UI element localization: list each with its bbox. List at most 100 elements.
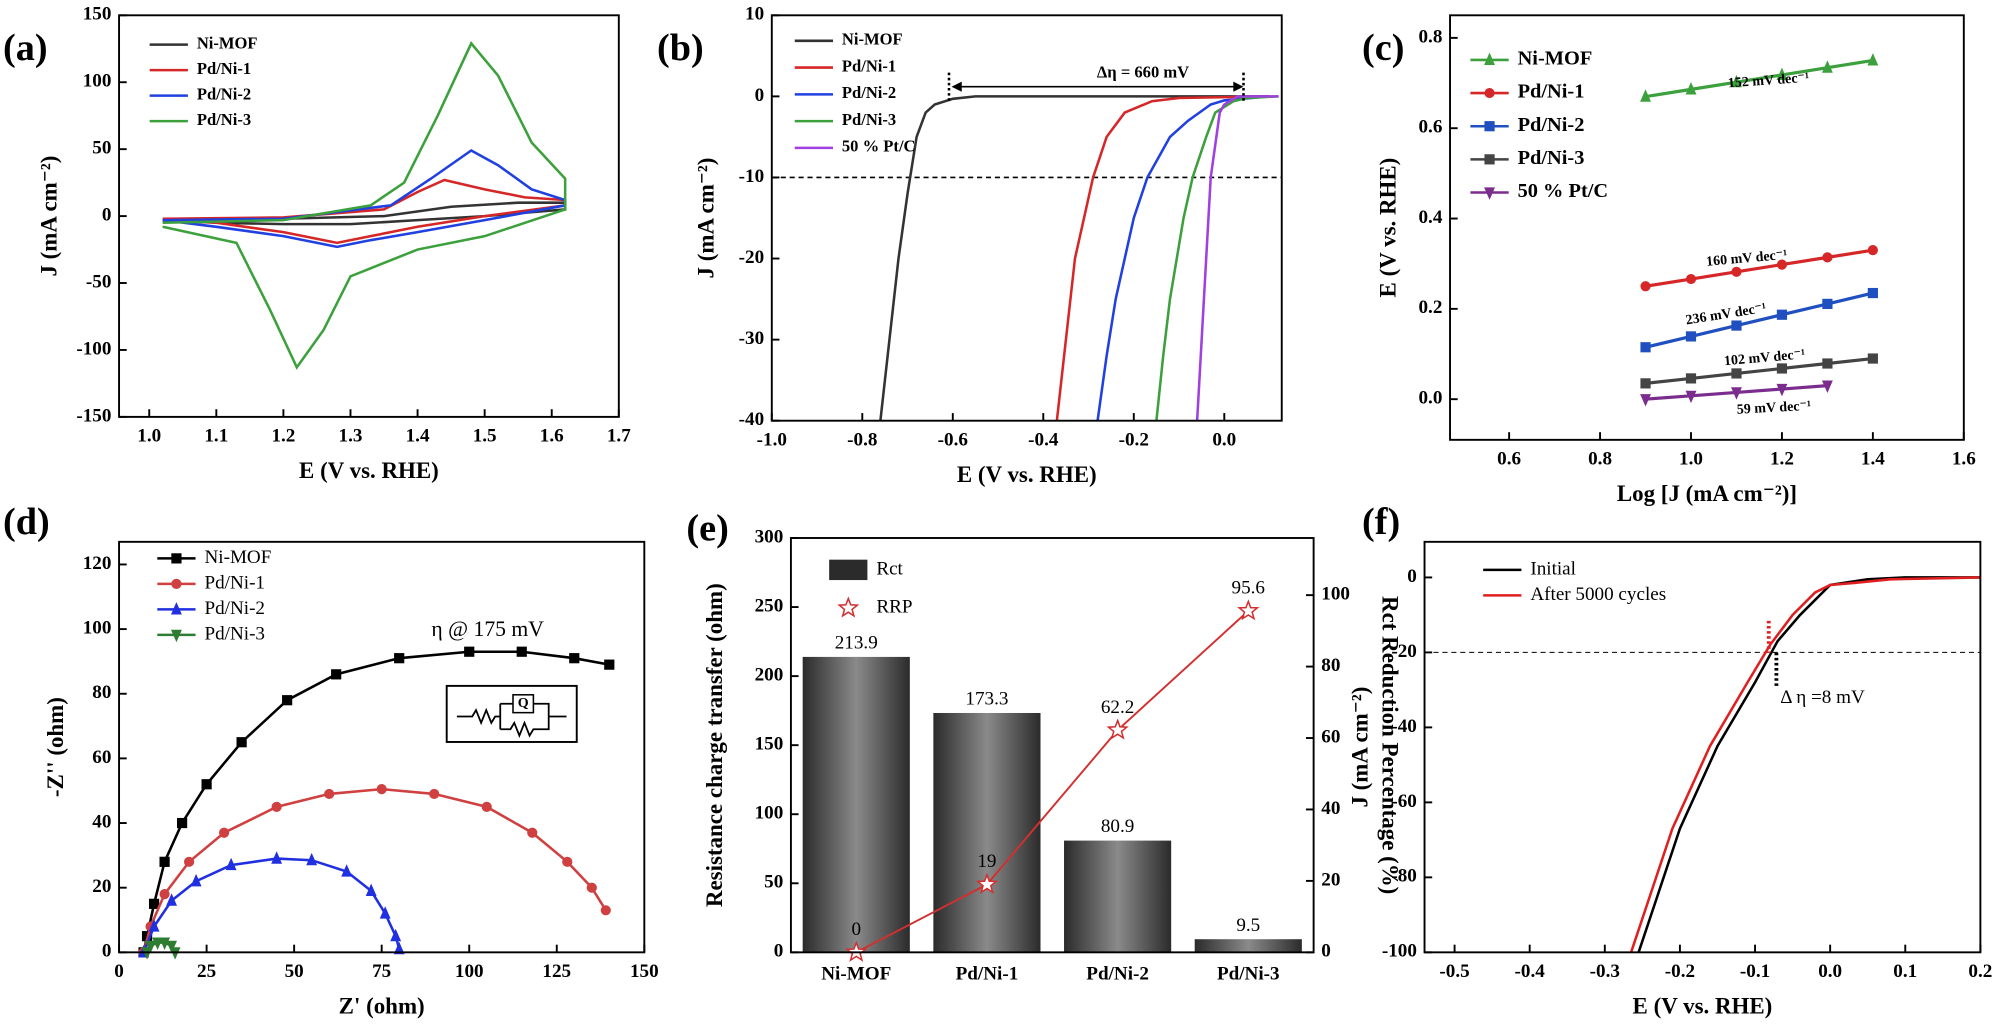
x-tick-label: 0.8 [1588,449,1612,470]
data-label: 9.5 [1236,915,1260,936]
marker [1822,358,1833,369]
x-axis-label: E (V vs. RHE) [299,458,439,483]
x-tick-label: 0.0 [1212,429,1236,450]
marker [1731,320,1742,331]
marker [365,883,377,897]
marker [341,864,353,877]
marker [429,788,440,800]
marker [393,941,405,955]
marker [1640,281,1651,292]
marker [1484,121,1495,132]
marker [1731,368,1742,379]
legend-swatch [829,559,868,581]
x-tick-label: 1.1 [204,426,228,447]
y-tick-label: 100 [83,617,112,638]
marker [1685,82,1697,95]
series-line [879,95,1270,421]
x-tick-label: 25 [197,961,216,982]
marker [331,669,342,680]
series-line [1637,576,1981,953]
y2-axis-label: Rct Reduction Percentage (%) [1377,596,1402,894]
y-tick-label: 80 [92,682,111,703]
x-tick-label: -0.6 [938,429,968,450]
x-tick-label: 1.0 [137,426,161,447]
panel-label: (d) [3,501,50,543]
marker [1821,380,1833,393]
y-axis-label: -Z'' (ohm) [43,697,68,797]
marker [481,801,492,812]
series-line [1645,248,1874,288]
legend-label: Pd/Ni-3 [1518,147,1585,169]
marker [569,653,580,664]
marker [1731,74,1742,88]
marker [604,659,615,670]
marker [1685,331,1697,342]
bar [1194,939,1302,953]
marker [516,646,527,657]
series-line [142,650,610,953]
marker [201,779,212,790]
legend-label: RRP [876,597,912,618]
annotation: η @ 175 mV [431,617,544,641]
annotation: 160 mV dec⁻¹ [1706,248,1788,270]
y2-tick-label: 20 [1321,869,1340,890]
x-tick-label: 1.5 [473,426,497,447]
x-tick-label: -0.1 [1740,961,1770,982]
x-tick-label: Pd/Ni-2 [1086,964,1149,985]
marker [271,851,283,864]
series-line [162,41,567,370]
x-tick-label: 150 [630,961,659,982]
legend-label: 50 % Pt/C [1518,180,1609,202]
marker [1821,60,1833,73]
marker [1484,187,1495,200]
marker [1776,383,1788,397]
x-tick-label: -1.0 [757,429,787,450]
panel-label: (a) [3,27,48,69]
y-tick-label: 100 [755,803,784,824]
marker [975,872,999,894]
marker [1484,154,1495,165]
marker [394,653,405,664]
x-tick-label: 125 [542,961,571,982]
panel-label: (e) [686,507,728,549]
marker [1484,52,1495,66]
y-axis-label: J (mA cm⁻²) [693,158,718,279]
y-tick-label: 10 [745,4,764,25]
marker [148,919,160,932]
marker [1685,373,1697,384]
legend-label: Initial [1530,558,1576,579]
data-label: 80.9 [1101,816,1134,837]
y-tick-label: 0 [1407,566,1417,587]
marker [1640,89,1651,102]
y-tick-label: -50 [86,271,111,292]
marker [159,889,170,900]
x-tick-label: -0.4 [1028,429,1059,450]
y-tick-label: -60 [1391,791,1416,812]
x-tick-label: -0.2 [1665,961,1695,982]
circuit-wire [456,702,567,739]
circuit-label: Q [518,696,529,711]
x-tick-label: 0.2 [1968,961,1992,982]
marker [271,801,282,812]
marker [159,937,171,950]
plot-frame [1449,14,1965,441]
x-axis-label: Log [J (mA cm⁻²)] [1617,481,1797,506]
y-tick-label: -150 [76,405,111,426]
x-tick-label: 1.2 [1770,449,1794,470]
legend-label: Pd/Ni-1 [1518,81,1585,103]
y2-tick-label: 60 [1321,726,1340,747]
y-tick-label: 150 [83,4,112,25]
marker [1867,287,1878,299]
legend-label: Pd/Ni-2 [1518,114,1585,136]
x-tick-label: 0.1 [1893,961,1917,982]
marker [1731,266,1742,277]
legend-label: Pd/Ni-2 [197,84,251,103]
series-line [1645,356,1874,385]
series-line [1629,576,1981,953]
x-axis-label: Z' (ohm) [339,994,425,1019]
marker [236,737,247,748]
marker [282,695,293,706]
annotation: Δη = 660 mV [1097,63,1189,82]
legend-label: Rct [876,558,903,579]
y-tick-label: 150 [755,734,784,755]
